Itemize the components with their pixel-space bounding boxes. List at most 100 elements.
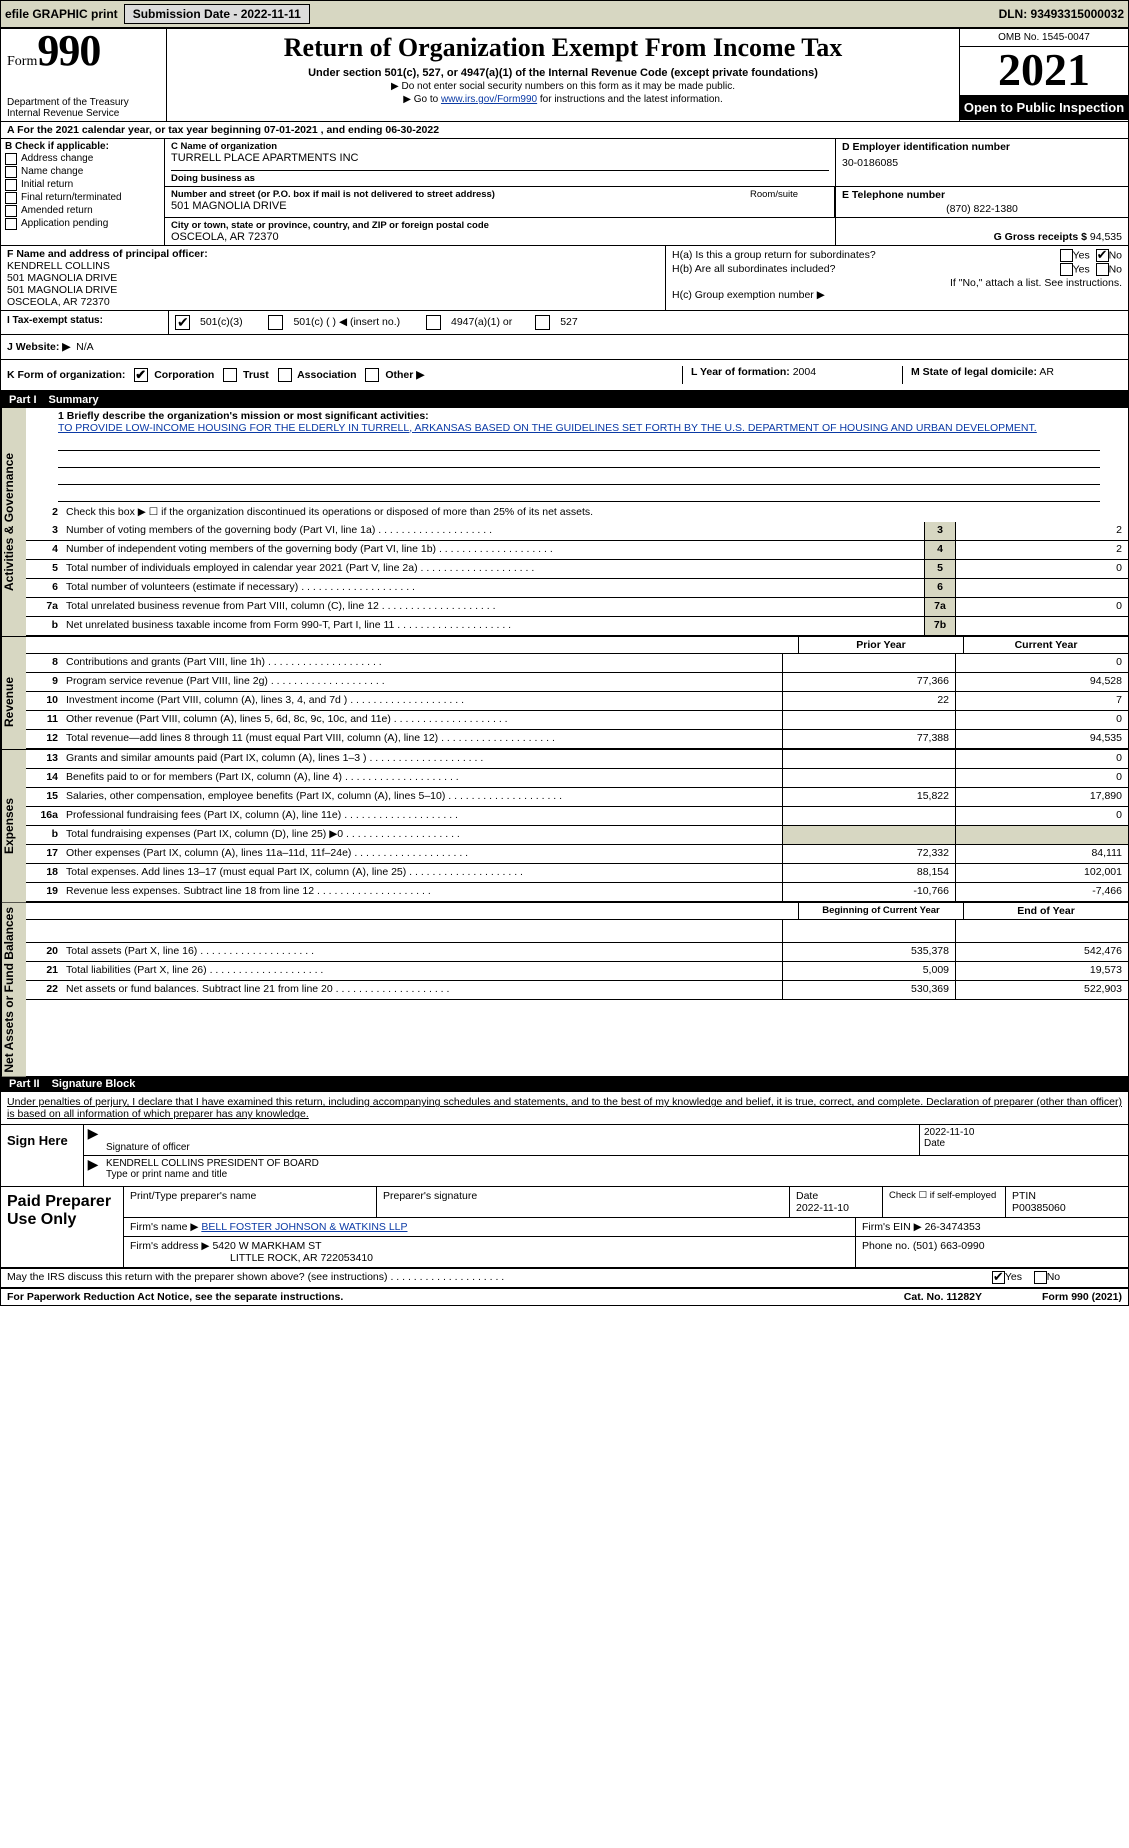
fin-row: 20 Total assets (Part X, line 16) 535,37…: [26, 943, 1128, 962]
chk-final-return[interactable]: Final return/terminated: [5, 192, 160, 204]
firm-name[interactable]: BELL FOSTER JOHNSON & WATKINS LLP: [201, 1221, 407, 1233]
row-num: 21: [26, 962, 62, 980]
fin-row: 11 Other revenue (Part VIII, column (A),…: [26, 711, 1128, 730]
chk-label: Name change: [21, 166, 83, 177]
q2-text: Check this box ▶ ☐ if the organization d…: [62, 504, 1128, 522]
form-subtitle-1: Under section 501(c), 527, or 4947(a)(1)…: [173, 67, 953, 79]
row-desc: Other expenses (Part IX, column (A), lin…: [62, 845, 782, 863]
part-num: Part I: [9, 394, 37, 406]
row-box-num: 7b: [924, 617, 955, 635]
org-name: TURRELL PLACE APARTMENTS INC: [171, 152, 829, 164]
firm-name-lbl: Firm's name ▶: [130, 1221, 198, 1233]
prep-date-val: 2022-11-10: [796, 1202, 876, 1214]
prior-year-value: 15,822: [782, 788, 955, 806]
row-value: 0: [955, 560, 1128, 578]
current-year-value: 542,476: [955, 943, 1128, 961]
current-year-value: 0: [955, 654, 1128, 672]
chk-initial-return[interactable]: Initial return: [5, 179, 160, 191]
row-value: [955, 579, 1128, 597]
prior-year-value: [782, 711, 955, 729]
current-year-value: 0: [955, 769, 1128, 787]
gov-row: b Net unrelated business taxable income …: [26, 617, 1128, 636]
year-formation: 2004: [793, 366, 816, 378]
fin-row: 10 Investment income (Part VIII, column …: [26, 692, 1128, 711]
row-value: [955, 617, 1128, 635]
row-desc: Revenue less expenses. Subtract line 18 …: [62, 883, 782, 901]
i-label: I Tax-exempt status:: [1, 311, 169, 334]
row-num: 12: [26, 730, 62, 748]
k-other: Other ▶: [385, 368, 424, 380]
row-num: 22: [26, 981, 62, 999]
self-employed-chk[interactable]: Check ☐ if self-employed: [883, 1187, 1006, 1217]
sig-intro-text[interactable]: Under penalties of perjury, I declare th…: [7, 1096, 1122, 1120]
row-desc: Investment income (Part VIII, column (A)…: [62, 692, 782, 710]
state-domicile: AR: [1039, 366, 1054, 378]
end-year-hdr: End of Year: [963, 903, 1128, 919]
mission-text[interactable]: TO PROVIDE LOW-INCOME HOUSING FOR THE EL…: [58, 422, 1037, 434]
b-title: B Check if applicable:: [5, 141, 160, 152]
m-label: M State of legal domicile:: [911, 366, 1037, 378]
row-num: 16a: [26, 807, 62, 825]
ha-no-checkbox[interactable]: [1096, 249, 1109, 262]
k-corp-checkbox[interactable]: [134, 368, 148, 382]
prep-name-hdr: Print/Type preparer's name: [124, 1187, 377, 1217]
checkbox-icon: [5, 205, 17, 217]
current-year-value: -7,466: [955, 883, 1128, 901]
name-label: Type or print name and title: [106, 1169, 1124, 1180]
ein-value: 30-0186085: [842, 157, 1122, 169]
row-num: 6: [26, 579, 62, 597]
fin-row: 8 Contributions and grants (Part VIII, l…: [26, 654, 1128, 673]
chk-address-change[interactable]: Address change: [5, 153, 160, 165]
prior-year-hdr: Prior Year: [798, 637, 963, 653]
hb-yes-checkbox[interactable]: [1060, 263, 1073, 276]
discuss-no-checkbox[interactable]: [1034, 1271, 1047, 1284]
firm-addr-1: 5420 W MARKHAM ST: [212, 1240, 321, 1252]
row-box-num: 6: [924, 579, 955, 597]
dln-label: DLN: 93493315000032: [999, 7, 1124, 21]
i-527-checkbox[interactable]: [535, 315, 550, 330]
i-4947-checkbox[interactable]: [426, 315, 441, 330]
goto-post: for instructions and the latest informat…: [537, 94, 723, 105]
fin-row: 18 Total expenses. Add lines 13–17 (must…: [26, 864, 1128, 883]
footer-cat: Cat. No. 11282Y: [904, 1291, 982, 1303]
row-value: 2: [955, 522, 1128, 540]
row-num: 7a: [26, 598, 62, 616]
row-num: 18: [26, 864, 62, 882]
submission-date-button[interactable]: Submission Date - 2022-11-11: [124, 4, 310, 24]
row-num: 5: [26, 560, 62, 578]
i-501c-checkbox[interactable]: [268, 315, 283, 330]
chk-application-pending[interactable]: Application pending: [5, 218, 160, 230]
chk-label: Amended return: [21, 205, 93, 216]
chk-amended-return[interactable]: Amended return: [5, 205, 160, 217]
k-other-checkbox[interactable]: [365, 368, 379, 382]
discuss-yes-checkbox[interactable]: [992, 1271, 1005, 1284]
i-501c3-checkbox[interactable]: [175, 315, 190, 330]
k-trust-checkbox[interactable]: [223, 368, 237, 382]
current-year-value: 84,111: [955, 845, 1128, 863]
current-year-value: 94,528: [955, 673, 1128, 691]
current-year-value: 0: [955, 807, 1128, 825]
treasury-label: Department of the Treasury Internal Reve…: [7, 97, 162, 119]
prior-year-value: 88,154: [782, 864, 955, 882]
sig-date-label: Date: [924, 1138, 1124, 1149]
row-num: 10: [26, 692, 62, 710]
f-hdr: F Name and address of principal officer:: [7, 248, 208, 260]
gov-row: 3 Number of voting members of the govern…: [26, 522, 1128, 541]
officer-addr-3: OSCEOLA, AR 72370: [7, 296, 659, 308]
i-opt1: 501(c)(3): [200, 316, 243, 328]
fin-row: 21 Total liabilities (Part X, line 26) 5…: [26, 962, 1128, 981]
chk-name-change[interactable]: Name change: [5, 166, 160, 178]
yes-label: Yes: [1073, 263, 1090, 275]
current-year-value: 17,890: [955, 788, 1128, 806]
yes-label: Yes: [1005, 1271, 1022, 1283]
hb-no-checkbox[interactable]: [1096, 263, 1109, 276]
prior-year-value: [782, 826, 955, 844]
ha-yes-checkbox[interactable]: [1060, 249, 1073, 262]
row-desc: Number of independent voting members of …: [62, 541, 924, 559]
k-assoc-checkbox[interactable]: [278, 368, 292, 382]
k-assoc: Association: [297, 368, 357, 380]
irs-link[interactable]: www.irs.gov/Form990: [441, 94, 537, 105]
fin-row: 9 Program service revenue (Part VIII, li…: [26, 673, 1128, 692]
line-a-mid: , and ending: [318, 124, 386, 136]
row-desc: Total revenue—add lines 8 through 11 (mu…: [62, 730, 782, 748]
